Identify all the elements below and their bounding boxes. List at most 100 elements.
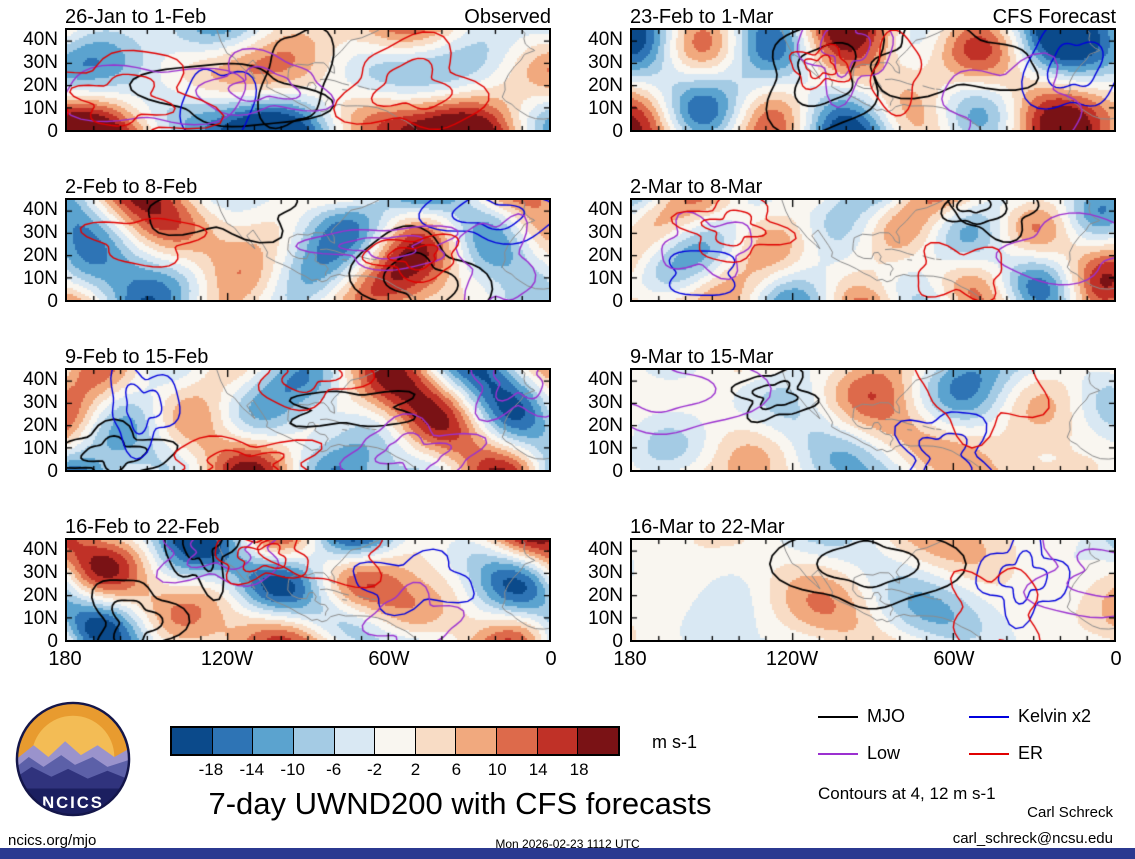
y-tick-label: 20N	[23, 74, 58, 96]
y-tick-label: 40N	[588, 368, 623, 390]
y-tick-label: 10N	[23, 437, 58, 459]
panel-header: 16-Feb to 22-Feb	[65, 514, 551, 538]
panel-title: 16-Mar to 22-Mar	[630, 516, 785, 538]
colorbar-tick-label: -6	[326, 760, 342, 779]
y-tick-label: 30N	[588, 561, 623, 583]
map-area: 40N 30N 20N 10N 0	[23, 538, 551, 652]
y-tick-label: 20N	[23, 584, 58, 606]
colorbar-segment	[211, 728, 253, 754]
y-tick-label: 30N	[588, 51, 623, 73]
contour-note: Contours at 4, 12 m s-1	[818, 784, 996, 803]
y-tick-label: 10N	[588, 607, 623, 629]
y-tick-label: 30N	[23, 221, 58, 243]
legend-label-low: Low	[867, 743, 901, 763]
panel-header: 26-Jan to 1-Feb Observed	[65, 4, 551, 28]
legend-item-mjo: MJO	[818, 706, 969, 727]
y-tick-label: 20N	[588, 584, 623, 606]
figure-title: 7-day UWND200 with CFS forecasts	[208, 786, 712, 821]
legend: MJO Kelvin x2 Low ER	[818, 706, 1120, 764]
y-tick-label: 40N	[23, 198, 58, 220]
panel-title: 9-Mar to 15-Mar	[630, 346, 774, 368]
panel-title: 23-Feb to 1-Mar	[630, 6, 774, 28]
map-canvas	[65, 198, 551, 302]
map-area: 40N 30N 20N 10N 0	[588, 198, 1116, 312]
colorbar-segment	[172, 728, 212, 754]
panel-header: 16-Mar to 22-Mar	[630, 514, 1116, 538]
panel-forecast-week3: 9-Mar to 15-Mar 40N 30N 20N 10N 0	[575, 344, 1127, 482]
legend-item-low: Low	[818, 743, 969, 764]
map-area: 40N 30N 20N 10N 0	[23, 28, 551, 142]
colorbar-tick-label: -2	[366, 760, 383, 779]
map-area: 40N 30N 20N 10N 0	[588, 28, 1116, 142]
x-tick-label: 0	[1110, 648, 1122, 670]
colorbar-labels: -18 -14 -10 -6 -2 2 6 10 14 18	[170, 756, 620, 779]
map-area: 40N 30N 20N 10N 0	[588, 368, 1116, 482]
y-tick-label: 0	[47, 121, 58, 142]
colorbar-tick-label: 10	[487, 760, 507, 779]
y-tick-label: 10N	[588, 97, 623, 119]
panel-observed-week1: 26-Jan to 1-Feb Observed 40N 30N 20N 10N 0	[10, 4, 562, 142]
y-tick-label: 0	[612, 461, 623, 482]
panel-header: 23-Feb to 1-Mar CFS Forecast	[630, 4, 1116, 28]
map-area: 40N 30N 20N 10N 0	[588, 538, 1116, 652]
y-tick-label: 20N	[23, 244, 58, 266]
colorbar-segment	[536, 728, 578, 754]
colorbar-tick-label: 2	[410, 760, 421, 779]
panel-title: 2-Mar to 8-Mar	[630, 176, 763, 198]
x-tick-label: 120W	[200, 648, 254, 670]
panel-observed-week4: 16-Feb to 22-Feb 40N 30N 20N 10N 0	[10, 514, 562, 652]
y-tick-label: 40N	[23, 538, 58, 560]
y-tick-label: 20N	[23, 414, 58, 436]
timestamp: Mon 2026-02-23 1112 UTC	[495, 837, 640, 851]
panel-observed-week3: 9-Feb to 15-Feb 40N 30N 20N 10N 0	[10, 344, 562, 482]
y-tick-label: 30N	[23, 391, 58, 413]
x-tick-label: 0	[545, 648, 557, 670]
map-area: 40N 30N 20N 10N 0	[23, 198, 551, 312]
colorbar-segment	[292, 728, 334, 754]
map-area: 40N 30N 20N 10N 0	[23, 368, 551, 482]
ncics-logo-image: NCICS	[15, 701, 131, 817]
colorbar-segment	[374, 728, 415, 754]
panel-header: 9-Feb to 15-Feb	[65, 344, 551, 368]
colorbar-wrap: -18 -14 -10 -6 -2 2 6 10 14 18	[170, 726, 620, 779]
colorbar-segment	[252, 728, 293, 754]
panel-title: 26-Jan to 1-Feb	[65, 6, 207, 28]
credit-email: carl_schreck@ncsu.edu	[952, 830, 1113, 847]
colorbar-units: m s-1	[652, 732, 697, 752]
x-axis-right: 180 120W 60W 0	[613, 648, 1121, 672]
y-tick-label: 30N	[23, 51, 58, 73]
y-tick-label: 10N	[588, 437, 623, 459]
observed-column: 26-Jan to 1-Feb Observed 40N 30N 20N 10N 0 2…	[10, 4, 562, 672]
x-tick-label: 120W	[765, 648, 819, 670]
y-tick-label: 10N	[23, 97, 58, 119]
x-tick-label: 180	[48, 648, 82, 670]
y-tick-label: 10N	[23, 267, 58, 289]
map-canvas	[630, 198, 1116, 302]
map-canvas	[630, 28, 1116, 132]
panel-title: 16-Feb to 22-Feb	[65, 516, 220, 538]
ncics-logo: NCICS	[14, 700, 132, 818]
colorbar-segment	[455, 728, 497, 754]
bottom-bar	[0, 848, 1135, 859]
colorbar-segment	[496, 728, 537, 754]
y-tick-label: 40N	[588, 28, 623, 50]
y-tick-label: 0	[47, 291, 58, 312]
map-canvas	[630, 538, 1116, 642]
y-tick-label: 30N	[23, 561, 58, 583]
x-tick-label: 180	[613, 648, 647, 670]
y-tick-label: 40N	[23, 368, 58, 390]
y-tick-label: 0	[612, 291, 623, 312]
panel-title: 9-Feb to 15-Feb	[65, 346, 209, 368]
column-type-label: CFS Forecast	[992, 6, 1116, 28]
y-tick-label: 40N	[588, 538, 623, 560]
y-tick-label: 0	[47, 631, 58, 652]
mjo-line-swatch	[818, 715, 858, 718]
y-tick-label: 30N	[588, 391, 623, 413]
panel-forecast-week2: 2-Mar to 8-Mar 40N 30N 20N 10N 0	[575, 174, 1127, 312]
x-tick-label: 60W	[933, 648, 975, 670]
y-tick-label: 0	[47, 461, 58, 482]
colorbar-tick-label: -10	[280, 760, 306, 779]
colorbar-tick-label: -14	[239, 760, 265, 779]
colorbar-segment	[414, 728, 456, 754]
